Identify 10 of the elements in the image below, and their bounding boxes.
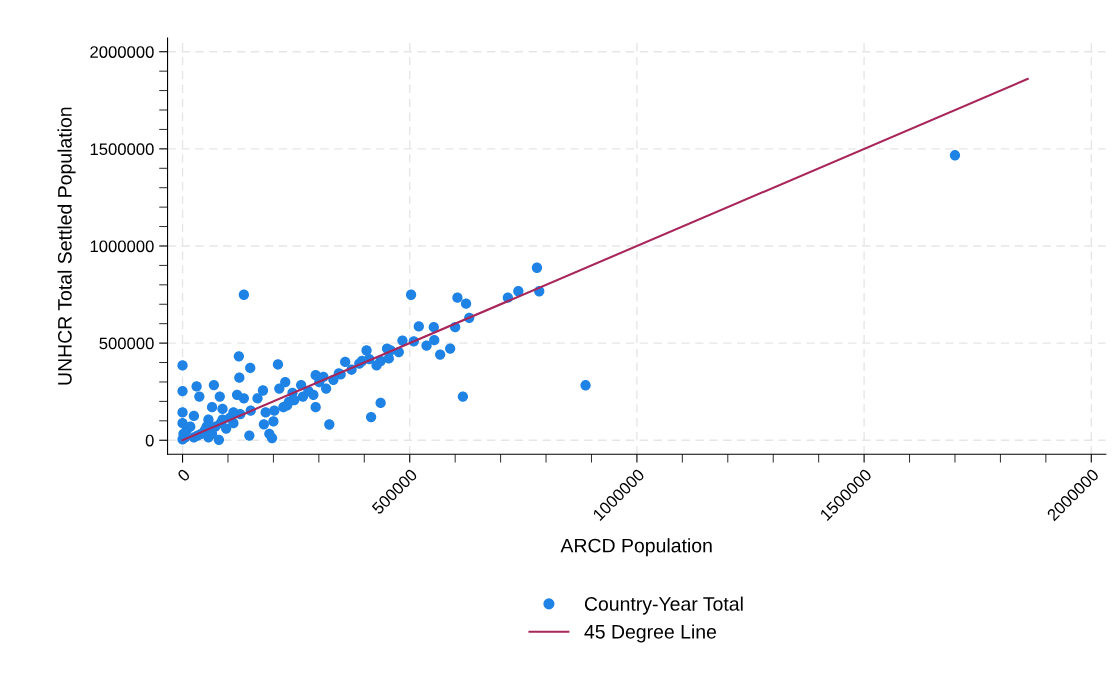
- x-tick-label: 0: [176, 468, 191, 483]
- y-tick-label: 2000000: [90, 46, 154, 58]
- y-tick-label: 0: [145, 434, 154, 447]
- y-tick-label: 500000: [99, 337, 154, 350]
- legend-label: 45 Degree Line: [584, 624, 717, 643]
- y-tick-label: 1500000: [90, 143, 154, 156]
- legend-label: Country-Year Total: [584, 596, 743, 615]
- y-axis-title: UNHCR Total Settled Population: [57, 107, 76, 385]
- x-axis-title: ARCD Population: [560, 538, 712, 557]
- y-tick-label: 1000000: [90, 240, 154, 253]
